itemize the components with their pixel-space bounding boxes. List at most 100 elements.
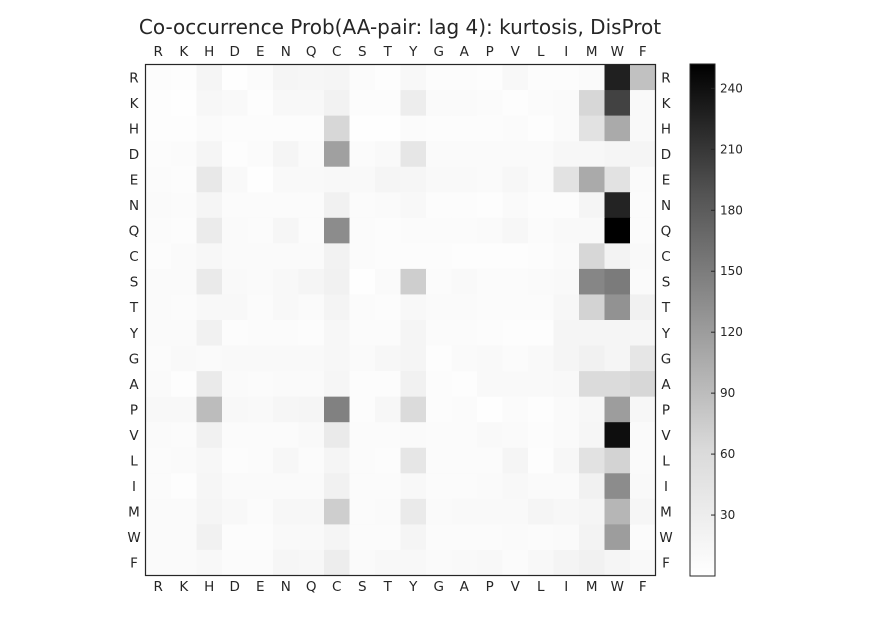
heatmap-cell-N-T <box>375 192 402 219</box>
heatmap-cell-T-T <box>375 294 402 321</box>
heatmap-cell-S-A <box>451 268 478 296</box>
heatmap-cell-L-W <box>604 447 631 474</box>
heatmap-cell-I-I <box>553 473 580 500</box>
heatmap-cell-Q-L <box>528 217 555 244</box>
heatmap-cell-W-F <box>630 524 657 551</box>
heatmap-cell-M-E <box>247 498 274 525</box>
heatmap-cell-E-F <box>630 166 657 193</box>
heatmap-cell-H-D <box>222 115 249 142</box>
y-tick-left-R: R <box>129 70 138 86</box>
heatmap-cell-R-Y <box>400 64 427 91</box>
colorbar-tick-label: 120 <box>720 325 743 339</box>
heatmap-cell-R-K <box>171 64 198 91</box>
heatmap-cell-W-Q <box>298 524 325 551</box>
heatmap-cell-I-P <box>477 473 504 500</box>
heatmap-cell-L-R <box>145 447 172 474</box>
y-tick-right-D: D <box>661 147 671 163</box>
x-tick-top-Y: Y <box>408 44 418 60</box>
heatmap-cell-T-N <box>273 294 300 321</box>
heatmap-cell-I-C <box>324 473 351 500</box>
heatmap-cell-M-T <box>375 498 402 525</box>
heatmap-cell-V-E <box>247 422 274 449</box>
heatmap-cell-M-F <box>630 498 657 525</box>
heatmap-cell-M-D <box>222 498 249 525</box>
heatmap-cell-H-Q <box>298 115 325 142</box>
heatmap-cell-D-D <box>222 141 249 168</box>
heatmap-cell-H-H <box>196 115 223 142</box>
heatmap-cell-M-A <box>451 498 478 525</box>
heatmap-cell-Q-Y <box>400 217 427 244</box>
y-tick-right-R: R <box>661 70 670 86</box>
heatmap-cell-Y-F <box>630 320 657 347</box>
y-tick-right-T: T <box>661 300 671 316</box>
heatmap-cell-G-R <box>145 345 172 372</box>
heatmap-cell-S-N <box>273 268 300 296</box>
heatmap-cell-N-N <box>273 192 300 219</box>
heatmap-cell-P-G <box>426 396 453 423</box>
heatmap-cell-W-A <box>451 524 478 551</box>
heatmap-cell-W-L <box>528 524 555 551</box>
heatmap-cell-H-N <box>273 115 300 142</box>
heatmap-cell-A-H <box>196 371 223 398</box>
heatmap-cell-C-A <box>451 243 478 270</box>
heatmap-cell-H-F <box>630 115 657 142</box>
x-tick-bottom-Q: Q <box>306 579 317 595</box>
y-tick-left-F: F <box>130 556 138 572</box>
heatmap-cell-P-L <box>528 396 555 423</box>
heatmap-cell-D-M <box>579 141 606 168</box>
heatmap-cell-S-E <box>247 268 274 296</box>
heatmap-cell-K-L <box>528 90 555 117</box>
heatmap-cell-N-D <box>222 192 249 219</box>
heatmap-cell-V-H <box>196 422 223 449</box>
heatmap-cell-N-S <box>349 192 376 219</box>
heatmap-cell-V-L <box>528 422 555 449</box>
heatmap-cell-M-S <box>349 498 376 525</box>
y-tick-right-Q: Q <box>661 224 672 240</box>
heatmap-cell-C-P <box>477 243 504 270</box>
heatmap-cell-I-L <box>528 473 555 500</box>
heatmap-cell-G-M <box>579 345 606 372</box>
heatmap-cell-N-L <box>528 192 555 219</box>
colorbar-tick-label: 90 <box>720 386 735 400</box>
heatmap-cell-M-W <box>604 498 631 525</box>
heatmap-cell-G-E <box>247 345 274 372</box>
heatmap-cell-K-D <box>222 90 249 117</box>
y-tick-right-W: W <box>659 530 672 546</box>
heatmap-cell-S-Q <box>298 268 325 296</box>
heatmap-cell-R-V <box>502 64 529 91</box>
heatmap-cell-H-M <box>579 115 606 142</box>
heatmap-cell-I-D <box>222 473 249 500</box>
heatmap-cell-Q-V <box>502 217 529 244</box>
heatmap-cell-V-G <box>426 422 453 449</box>
heatmap-cell-Q-H <box>196 217 223 244</box>
y-tick-right-F: F <box>662 556 670 572</box>
heatmap-cell-L-D <box>222 447 249 474</box>
heatmap-cell-D-Y <box>400 141 427 168</box>
heatmap-cell-A-W <box>604 371 631 398</box>
heatmap-cell-G-G <box>426 345 453 372</box>
heatmap-cell-E-L <box>528 166 555 193</box>
heatmap-cell-L-L <box>528 447 555 474</box>
heatmap-cell-A-V <box>502 371 529 398</box>
heatmap-cell-D-I <box>553 141 580 168</box>
x-tick-bottom-D: D <box>230 579 240 595</box>
heatmap-cell-G-Q <box>298 345 325 372</box>
colorbar-tick-label: 210 <box>720 142 743 156</box>
heatmap-cell-F-P <box>477 549 504 577</box>
heatmap-cell-A-S <box>349 371 376 398</box>
heatmap-cell-C-L <box>528 243 555 270</box>
y-tick-left-P: P <box>130 402 138 418</box>
heatmap-cell-V-S <box>349 422 376 449</box>
x-tick-top-M: M <box>586 44 598 60</box>
x-tick-top-C: C <box>332 44 341 60</box>
heatmap-cell-T-M <box>579 294 606 321</box>
y-tick-right-C: C <box>661 249 670 265</box>
heatmap-cell-H-E <box>247 115 274 142</box>
x-tick-bottom-S: S <box>358 579 367 595</box>
heatmap-cell-F-T <box>375 549 402 577</box>
heatmap-cell-N-I <box>553 192 580 219</box>
x-tick-bottom-E: E <box>256 579 265 595</box>
heatmap-cell-G-A <box>451 345 478 372</box>
heatmap-cell-A-C <box>324 371 351 398</box>
heatmap-cell-K-I <box>553 90 580 117</box>
